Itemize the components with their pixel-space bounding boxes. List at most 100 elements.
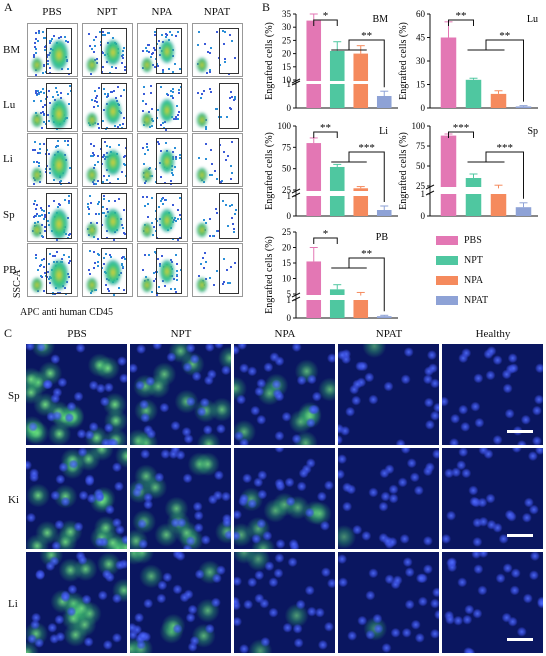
flow-x-axis-label: APC anti human CD45 — [20, 307, 114, 318]
y-tick-label: 20 — [282, 243, 292, 253]
bar — [353, 53, 369, 108]
bar-break — [464, 187, 483, 194]
flow-row-label: Lu — [3, 99, 16, 111]
y-tick-label: 30 — [282, 22, 292, 32]
bar — [440, 37, 457, 108]
sig-label: * — [323, 10, 329, 22]
bar-break — [352, 191, 370, 196]
sig-label: *** — [453, 122, 470, 134]
bar — [515, 207, 532, 216]
gate-box — [156, 248, 182, 294]
flow-plot — [192, 243, 243, 297]
flow-plot — [27, 133, 78, 187]
y-tick-label: 1 — [421, 189, 426, 199]
y-tick-label: 1 — [287, 79, 292, 89]
bar-break — [305, 81, 323, 84]
flow-row-label: BM — [3, 44, 21, 56]
bar — [515, 106, 532, 108]
bar-break — [352, 81, 370, 84]
micrograph — [233, 447, 336, 550]
micrograph — [337, 447, 440, 550]
legend-item: NPT — [436, 250, 536, 270]
gate-box — [156, 83, 182, 129]
bar — [376, 210, 392, 216]
y-tick-label: 25 — [416, 181, 426, 191]
flow-plot — [192, 188, 243, 242]
micrograph — [337, 343, 440, 446]
y-tick-label: 75 — [282, 142, 292, 152]
y-tick-label: 15 — [416, 80, 426, 90]
y-tick-label: 0 — [287, 103, 292, 113]
y-tick-label: 0 — [287, 211, 292, 221]
y-tick-label: 0 — [287, 313, 292, 323]
y-tick-label: 100 — [412, 121, 426, 131]
legend-label: PBS — [464, 234, 482, 246]
micrograph — [25, 447, 128, 550]
bar — [465, 178, 482, 216]
y-axis-label: Engrafted cells (%) — [398, 132, 409, 210]
y-tick-label: 10 — [282, 274, 292, 284]
flow-row-label: Sp — [3, 209, 15, 221]
flow-plot — [27, 78, 78, 132]
chart-title: Sp — [527, 126, 538, 137]
bar-break — [439, 187, 458, 194]
bar-break — [352, 295, 370, 300]
flow-plot — [137, 243, 188, 297]
gate-box — [46, 193, 72, 239]
y-axis-label: Engrafted cells (%) — [264, 132, 275, 210]
bar-break — [489, 187, 508, 194]
sig-bracket — [313, 19, 338, 26]
micrograph — [129, 447, 232, 550]
bar-break — [305, 295, 323, 300]
micrograph — [441, 343, 544, 446]
y-tick-label: 50 — [282, 164, 292, 174]
gate-box — [156, 28, 182, 74]
sig-bracket — [448, 19, 474, 26]
gate-box — [101, 28, 127, 74]
sig-label: ** — [361, 248, 372, 260]
bar — [440, 135, 457, 216]
sig-bracket — [485, 151, 524, 199]
flow-plot — [27, 188, 78, 242]
bar — [376, 316, 392, 318]
gate-box — [46, 83, 72, 129]
legend-item: NPAT — [436, 290, 536, 310]
flow-col-header: NPA — [151, 6, 173, 18]
y-tick-label: 15 — [282, 62, 292, 72]
legend-label: NPA — [464, 274, 484, 286]
flow-col-header: NPAT — [203, 6, 231, 18]
gate-box — [101, 138, 127, 184]
gate-box — [219, 28, 239, 74]
y-tick-label: 1 — [287, 295, 292, 305]
flow-plot — [27, 243, 78, 297]
flow-col-header: PBS — [42, 6, 62, 18]
micrograph — [441, 447, 544, 550]
y-tick-label: 1 — [287, 191, 292, 201]
micro-col-header: Healthy — [475, 328, 511, 340]
bar-break — [328, 81, 346, 84]
y-tick-label: 25 — [282, 35, 292, 45]
gate-box — [219, 138, 239, 184]
legend-item: PBS — [436, 230, 536, 250]
scale-bar — [507, 534, 533, 537]
sig-bracket — [348, 39, 385, 88]
micrograph — [25, 551, 128, 654]
micro-row-label: Sp — [8, 390, 20, 402]
bar — [376, 96, 392, 108]
flow-row-label: Li — [3, 153, 13, 165]
y-tick-label: 25 — [282, 227, 292, 237]
bar — [306, 143, 322, 216]
y-tick-label: 10 — [282, 75, 292, 85]
legend-swatch — [436, 235, 458, 245]
sig-label: * — [323, 228, 329, 240]
micrograph — [233, 343, 336, 446]
gate-box — [101, 83, 127, 129]
flow-plot — [137, 188, 188, 242]
legend-swatch — [436, 255, 458, 265]
y-tick-label: 100 — [278, 121, 292, 131]
sig-label: *** — [497, 142, 514, 154]
sig-bracket — [313, 131, 338, 138]
y-tick-label: 25 — [282, 185, 292, 195]
micro-col-header: NPT — [170, 328, 192, 340]
sig-label: ** — [320, 122, 331, 134]
